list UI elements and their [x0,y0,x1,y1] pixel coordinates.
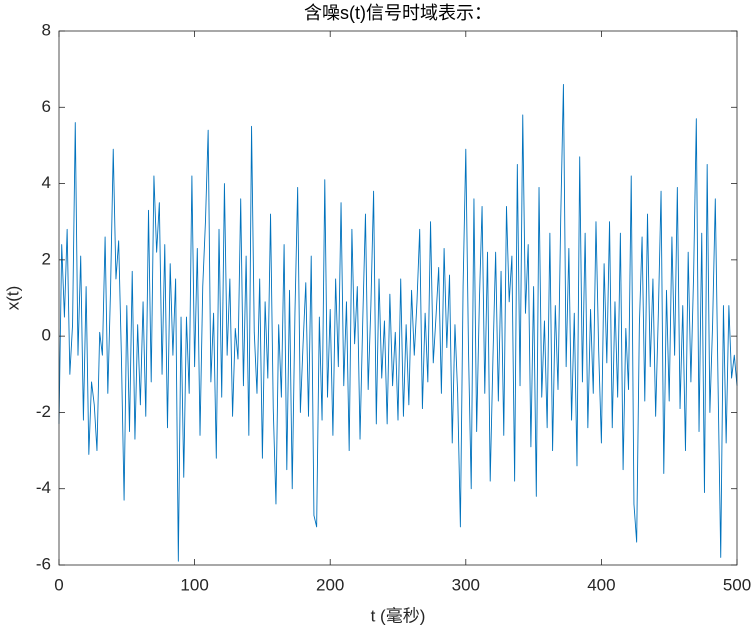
x-tick-label: 300 [452,575,480,594]
x-tick-label: 0 [54,575,63,594]
x-axis-label: t (毫秒) [371,606,426,625]
data-line [58,83,738,562]
y-tick-label: 4 [42,173,51,192]
x-tick-label: 500 [723,575,751,594]
y-tick-label: -6 [36,554,51,573]
y-axis-label: x(t) [3,286,22,311]
plot-area [59,31,737,565]
x-tick-label: 200 [316,575,344,594]
chart-title: 含噪s(t)信号时域表示： [304,3,492,23]
x-tick-label: 400 [587,575,615,594]
y-tick-label: -2 [36,402,51,421]
x-tick-label: 100 [180,575,208,594]
y-tick-label: 6 [42,97,51,116]
axes-box [58,30,738,566]
y-tick-label: 0 [42,326,51,345]
y-tick-label: 8 [42,20,51,39]
y-tick-label: -4 [36,478,51,497]
y-tick-label: 2 [42,249,51,268]
